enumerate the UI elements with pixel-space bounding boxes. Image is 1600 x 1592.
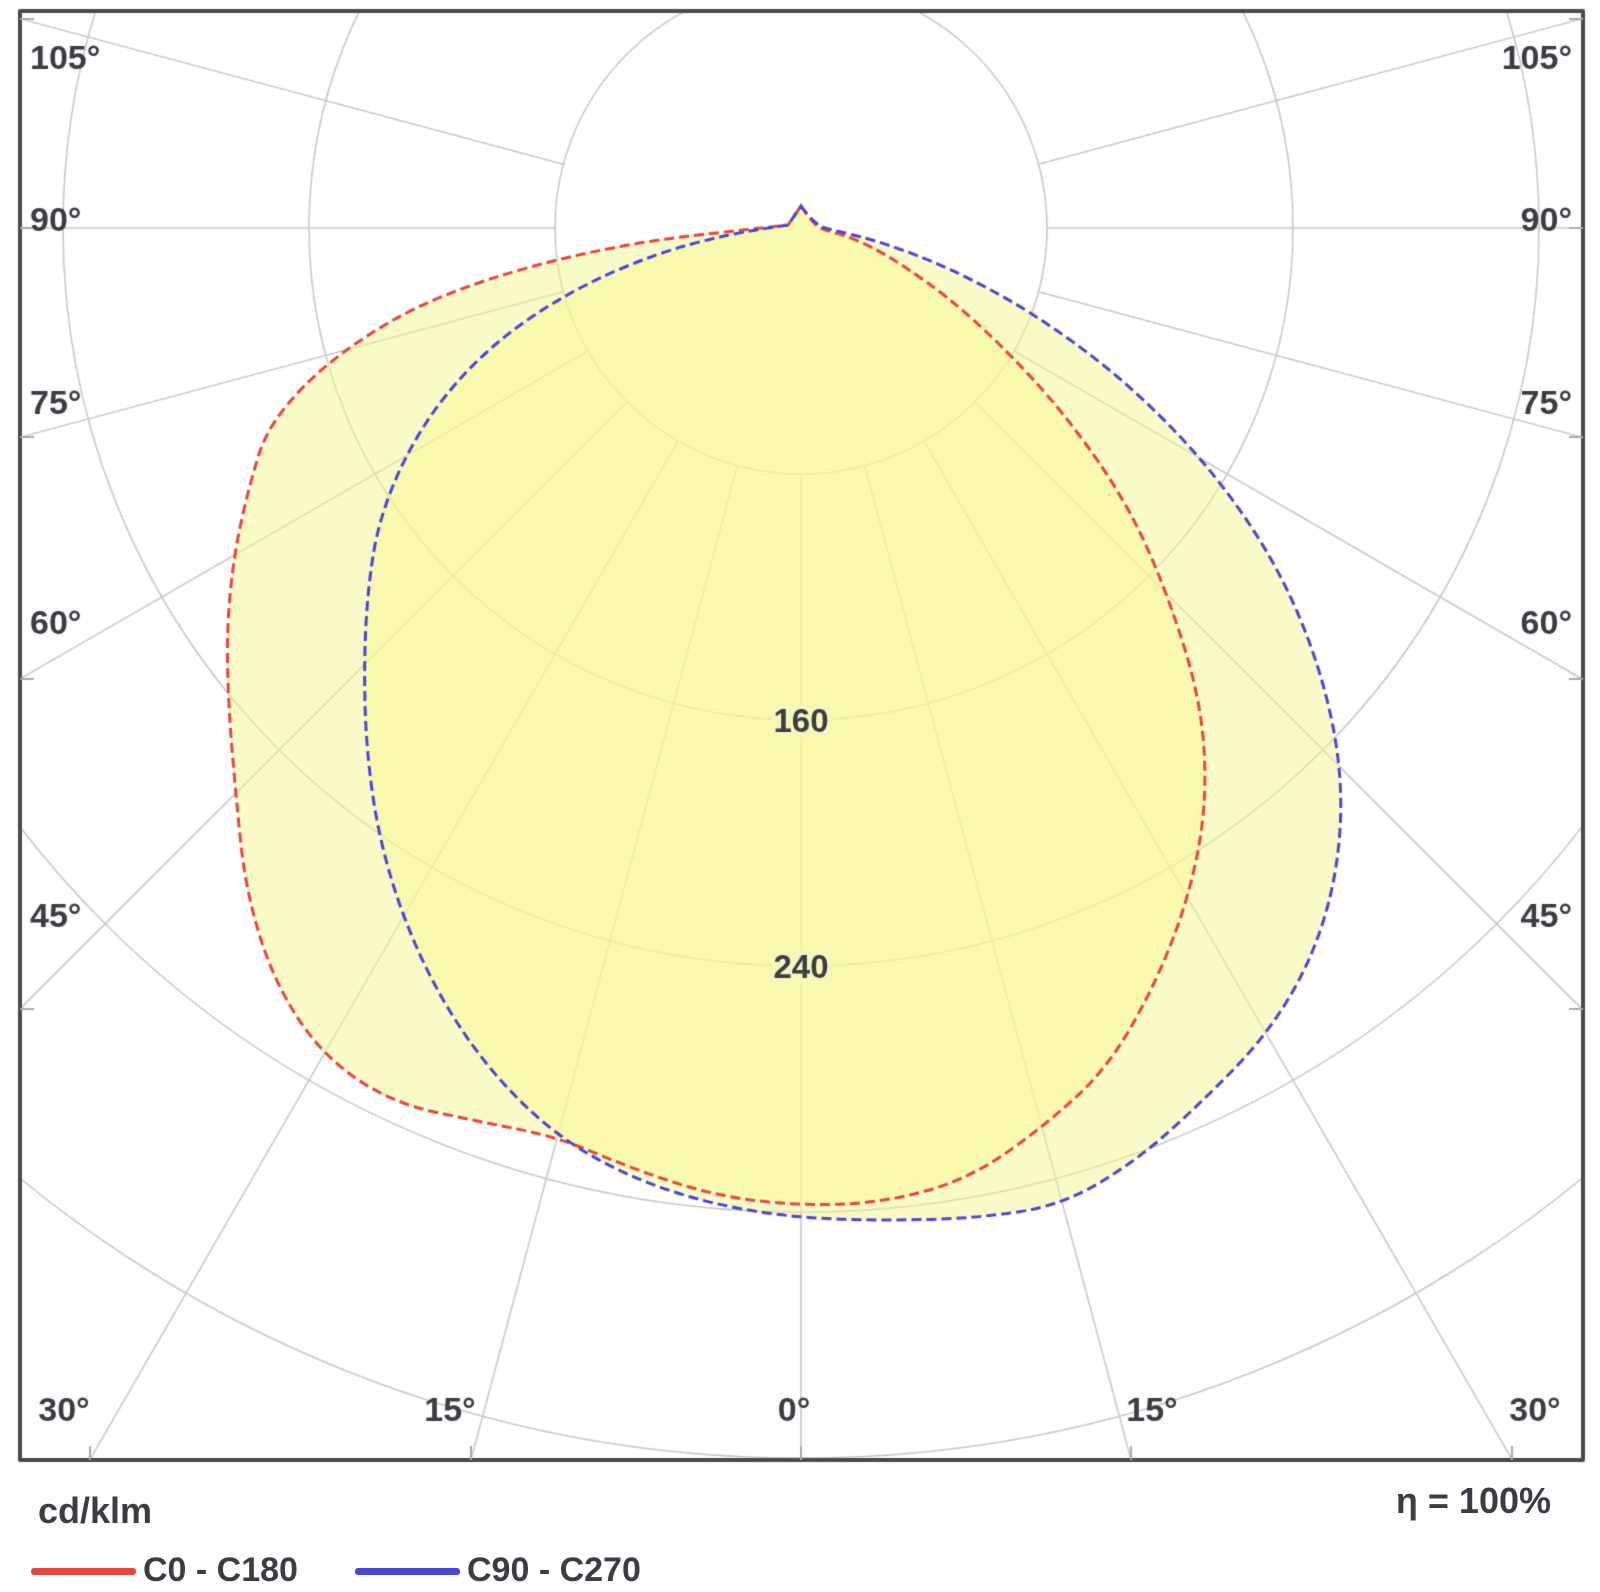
unit-label: cd/klm [38, 1490, 153, 1531]
legend-line-c90-c270-icon [355, 1568, 460, 1575]
legend-label-c0-c180: C0 - C180 [143, 1551, 298, 1589]
legend-label-c90-c270: C90 - C270 [467, 1551, 641, 1589]
efficiency-label: η = 100% [1395, 1480, 1551, 1521]
legend-line-c0-c180-icon [31, 1568, 136, 1575]
